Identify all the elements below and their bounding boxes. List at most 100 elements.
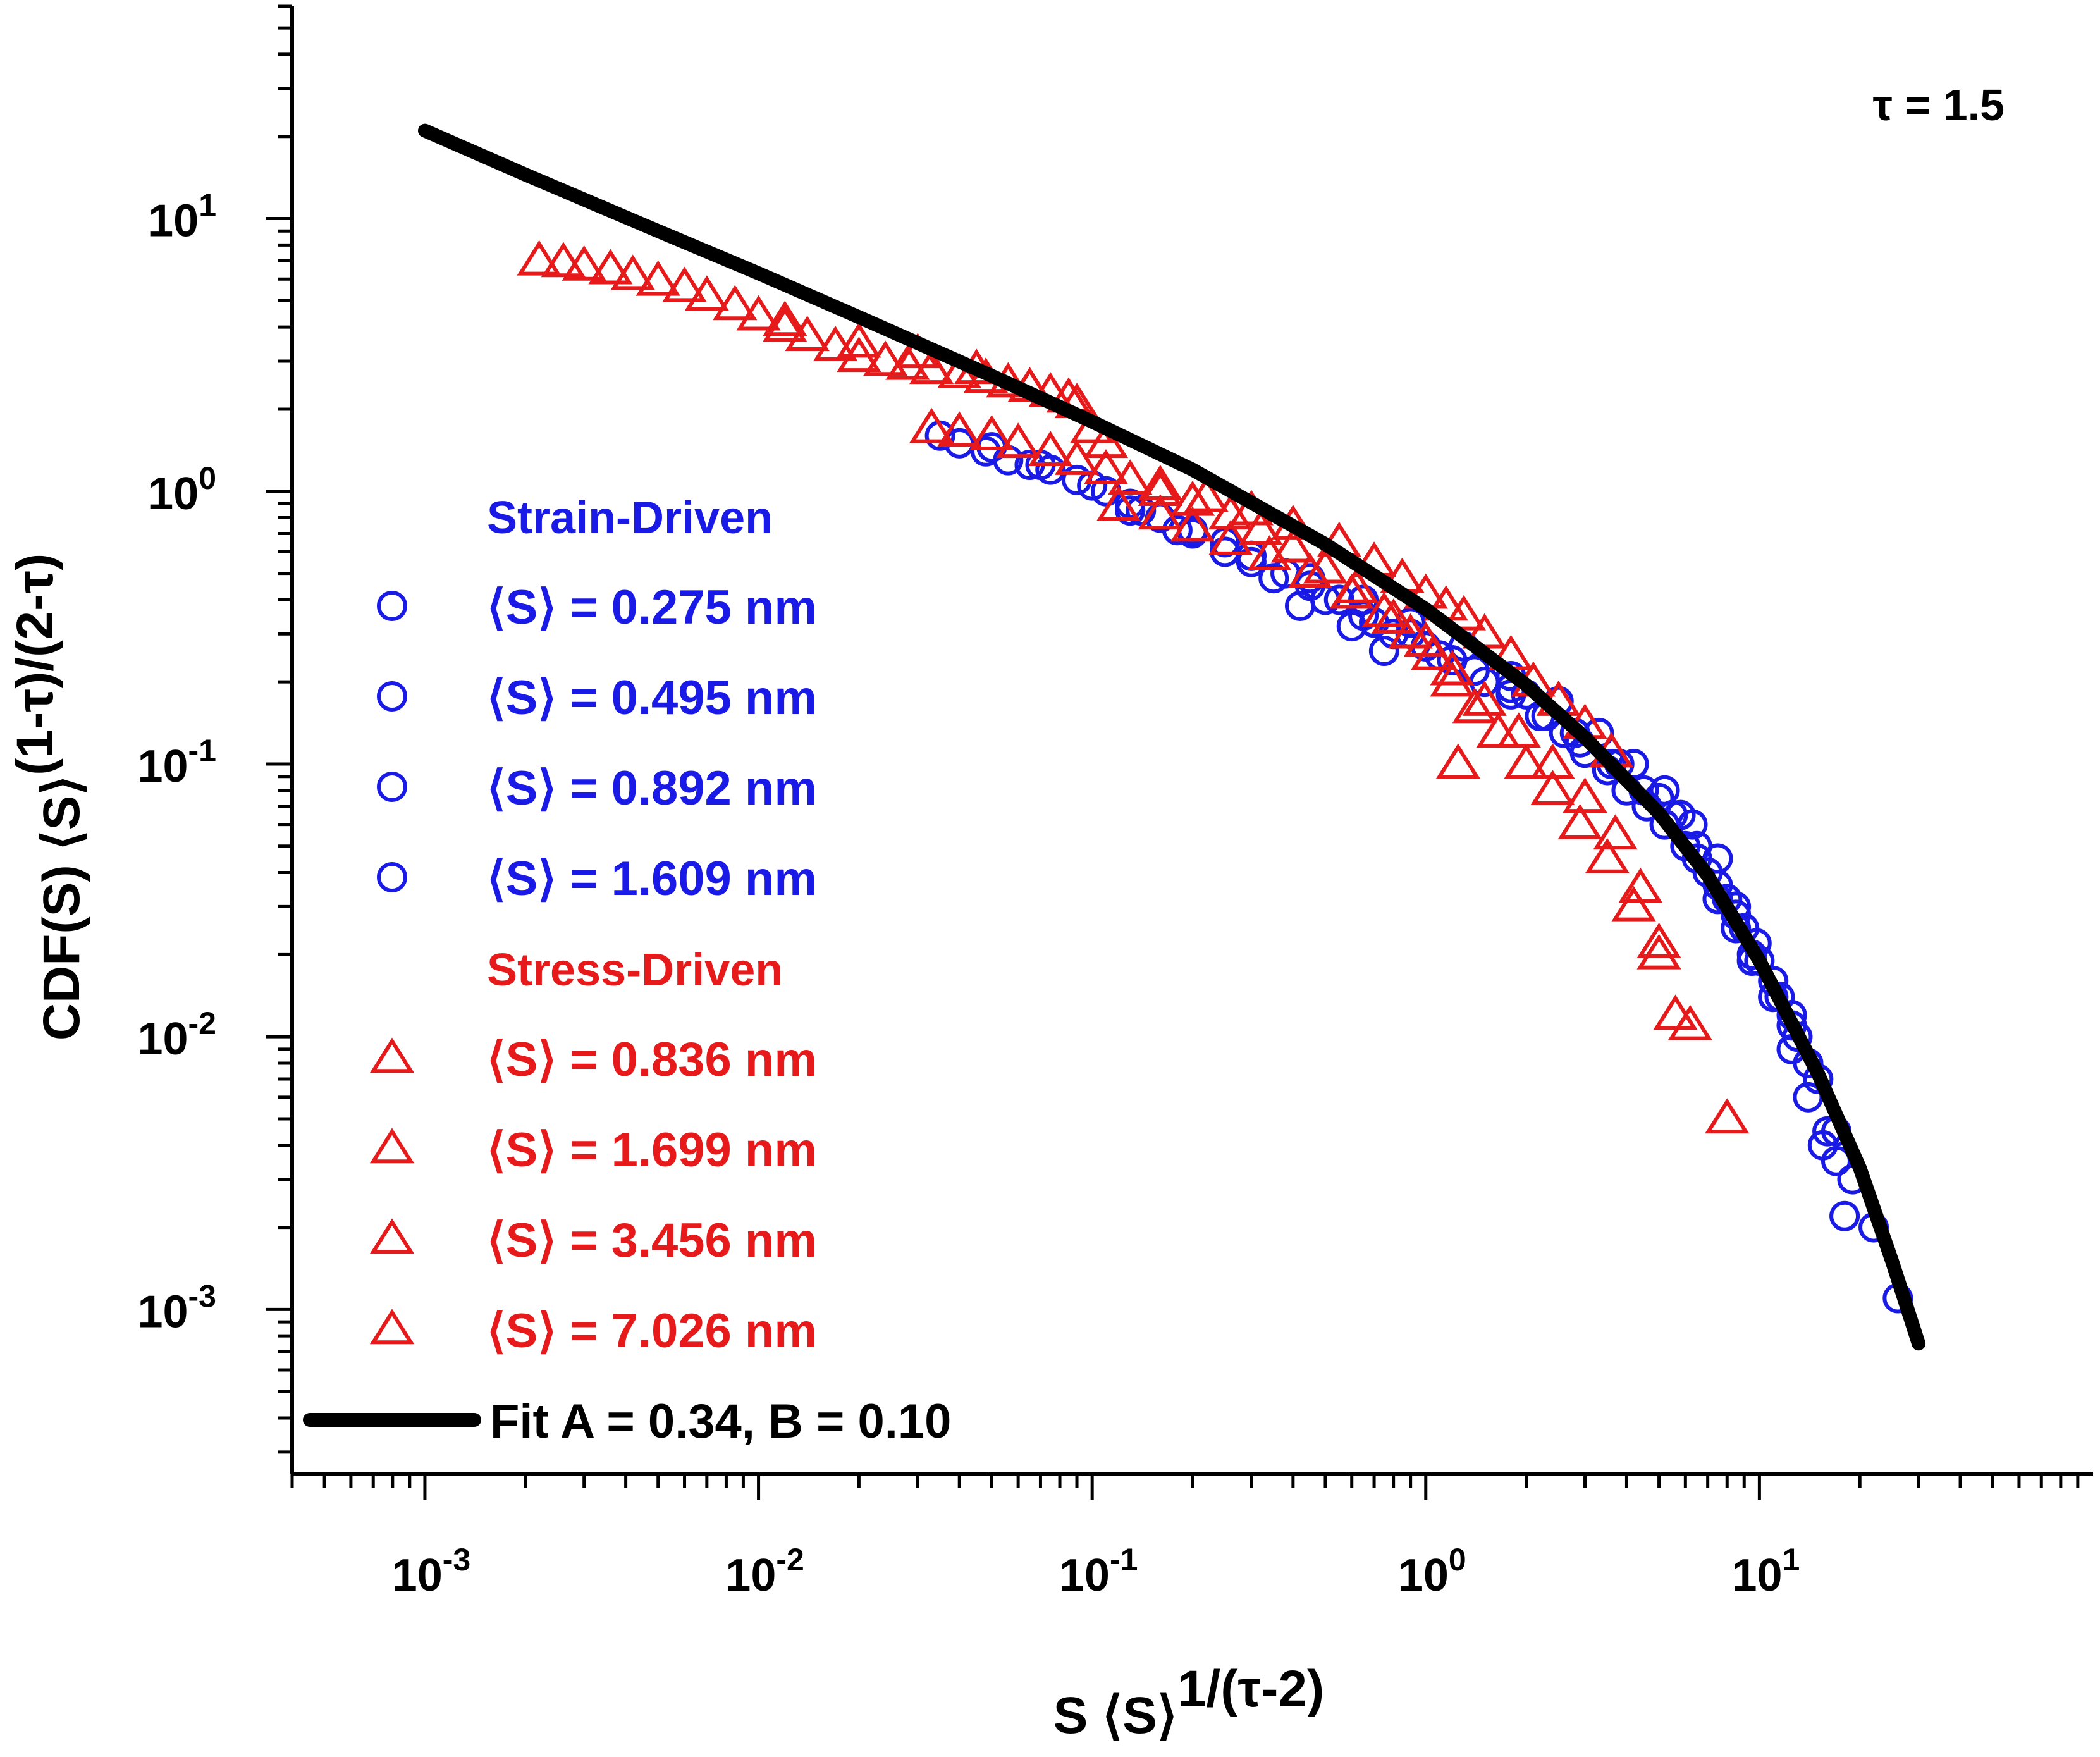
data-point-triangle bbox=[1530, 743, 1575, 779]
data-point-triangle bbox=[1653, 994, 1698, 1030]
legend-marker-circle bbox=[377, 681, 407, 712]
data-point-triangle bbox=[1504, 743, 1549, 779]
data-point-triangle bbox=[885, 344, 930, 380]
data-point-triangle bbox=[837, 322, 881, 358]
data-point-triangle bbox=[763, 300, 807, 336]
data-point-triangle bbox=[1208, 494, 1253, 530]
axes bbox=[266, 4, 2093, 1500]
data-point-circle bbox=[1368, 636, 1399, 667]
data-point-triangle bbox=[1138, 494, 1182, 530]
data-point-triangle bbox=[763, 306, 807, 342]
data-point-triangle bbox=[736, 295, 781, 331]
data-point-triangle bbox=[1108, 459, 1153, 495]
data-point-triangle bbox=[562, 245, 606, 281]
x-axis-label: S ⟨S⟩1/(τ-2) bbox=[1053, 1660, 1325, 1744]
data-point-triangle bbox=[1636, 922, 1681, 958]
data-point-circle bbox=[1649, 775, 1680, 806]
data-point-triangle bbox=[909, 407, 954, 443]
data-point-triangle bbox=[1028, 431, 1073, 466]
legend-entry-label: ⟨S⟩ = 0.836 nm bbox=[487, 1033, 817, 1087]
x-tick-label: 10-3 bbox=[392, 1542, 471, 1601]
data-point-triangle bbox=[1452, 687, 1497, 724]
x-tick-label: 101 bbox=[1731, 1542, 1800, 1601]
data-point-circle bbox=[1677, 809, 1708, 840]
legend-marker-triangle bbox=[369, 1037, 415, 1073]
data-point-triangle bbox=[636, 260, 680, 296]
data-point-triangle bbox=[1054, 439, 1100, 475]
legend-entry-label: ⟨S⟩ = 7.026 nm bbox=[487, 1304, 817, 1358]
data-point-triangle bbox=[1238, 509, 1283, 545]
legend-group-title: Stress-Driven bbox=[487, 945, 783, 996]
legend-entry-label: ⟨S⟩ = 1.609 nm bbox=[487, 852, 817, 906]
data-point-triangle bbox=[541, 242, 586, 278]
y-tick-label: 10-1 bbox=[137, 733, 216, 792]
data-point-triangle bbox=[1496, 712, 1541, 748]
axis-labels: 10-3 10-2 10-1 100 101 10-3 10-2 10-1 100 101 S ⟨S… bbox=[6, 188, 1800, 1744]
data-point-triangle bbox=[684, 275, 729, 311]
data-point-triangle bbox=[1667, 1004, 1712, 1040]
legend-fit-label: Fit A = 0.34, B = 0.10 bbox=[490, 1395, 951, 1448]
data-point-triangle bbox=[1287, 552, 1332, 588]
data-point-triangle bbox=[1138, 471, 1182, 507]
data-point-triangle bbox=[1184, 476, 1229, 512]
legend-marker-triangle bbox=[369, 1218, 415, 1254]
data-point-triangle bbox=[1636, 934, 1681, 970]
data-point-triangle bbox=[1170, 506, 1215, 542]
data-point-triangle bbox=[969, 415, 1014, 450]
data-point-triangle bbox=[1557, 803, 1602, 839]
data-point-triangle bbox=[1441, 595, 1487, 631]
data-point-triangle bbox=[1585, 837, 1630, 873]
data-point-triangle bbox=[1270, 527, 1315, 563]
legend-marker-triangle bbox=[369, 1309, 415, 1345]
data-point-triangle bbox=[1361, 591, 1406, 627]
data-point-triangle bbox=[1208, 519, 1253, 555]
data-point-triangle bbox=[1096, 486, 1141, 521]
data-point-triangle bbox=[1371, 598, 1416, 634]
data-point-circle bbox=[1162, 515, 1193, 546]
data-point-triangle bbox=[610, 254, 655, 290]
data-point-triangle bbox=[1530, 770, 1575, 806]
data-point-triangle bbox=[1435, 743, 1481, 779]
data-point-triangle bbox=[588, 249, 633, 285]
legend-marker-circle bbox=[377, 591, 407, 621]
y-tick-label: 101 bbox=[148, 188, 216, 247]
x-tick-label: 10-1 bbox=[1059, 1542, 1138, 1601]
y-tick-label: 10-3 bbox=[137, 1278, 216, 1337]
data-point-triangle bbox=[1618, 867, 1663, 903]
legend-marker-triangle bbox=[369, 1128, 415, 1164]
y-axis-label: CDF(S) ⟨S⟩(1-τ)/(2-τ) bbox=[6, 553, 90, 1040]
legend-entry-label: ⟨S⟩ = 0.275 nm bbox=[487, 581, 817, 634]
data-marks bbox=[418, 123, 1926, 1351]
data-point-triangle bbox=[1611, 885, 1656, 922]
data-point-triangle bbox=[1593, 814, 1638, 850]
data-point-triangle bbox=[1329, 573, 1374, 609]
legend: Strain-Driven ⟨S⟩ = 0.275 nm ⟨S⟩ = 0.495 n… bbox=[303, 493, 951, 1448]
data-point-triangle bbox=[1563, 777, 1607, 813]
y-tick-label: 10-2 bbox=[137, 1006, 216, 1064]
data-point-triangle bbox=[1403, 621, 1448, 657]
data-point-circle bbox=[1115, 495, 1146, 526]
legend-marker-circle bbox=[377, 862, 407, 892]
data-point-triangle bbox=[662, 266, 707, 302]
tau-annotation: τ = 1.5 bbox=[1873, 80, 2005, 130]
x-tick-label: 10-2 bbox=[725, 1542, 804, 1601]
data-point-triangle bbox=[863, 340, 908, 376]
data-point-circle bbox=[1702, 843, 1733, 874]
data-point-circle bbox=[1258, 563, 1289, 594]
data-point-circle bbox=[1395, 607, 1426, 638]
data-point-circle bbox=[1829, 1200, 1860, 1231]
legend-entry-label: ⟨S⟩ = 3.456 nm bbox=[487, 1214, 817, 1267]
legend-entry-label: ⟨S⟩ = 1.699 nm bbox=[487, 1123, 817, 1177]
x-tick-label: 100 bbox=[1398, 1542, 1466, 1601]
data-point-triangle bbox=[1462, 680, 1507, 716]
legend-entry-label: ⟨S⟩ = 0.892 nm bbox=[487, 761, 817, 815]
data-point-triangle bbox=[517, 240, 562, 276]
legend-marker-circle bbox=[377, 772, 407, 802]
data-point-triangle bbox=[1247, 535, 1292, 571]
legend-group-title: Strain-Driven bbox=[487, 493, 773, 543]
data-point-triangle bbox=[937, 411, 982, 447]
data-point-triangle bbox=[813, 325, 858, 361]
fit-curve bbox=[418, 123, 1926, 1351]
